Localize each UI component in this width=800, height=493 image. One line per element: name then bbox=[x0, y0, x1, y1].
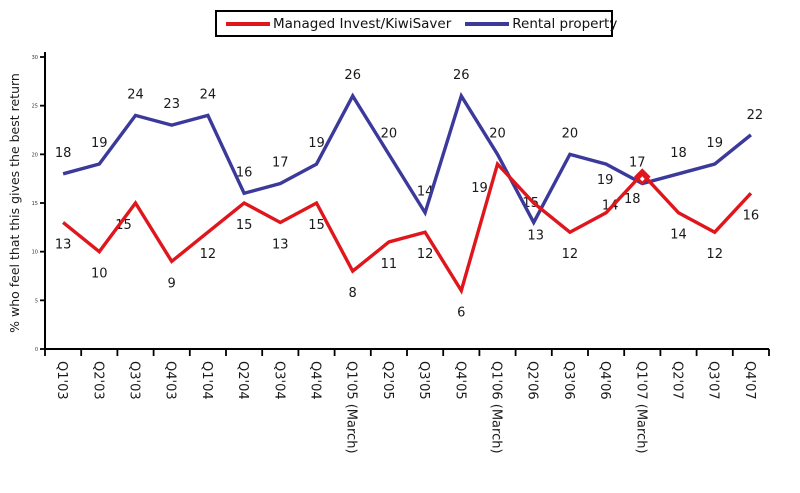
data-label: 14 bbox=[670, 228, 687, 243]
y-tick-label: 25 bbox=[32, 104, 38, 110]
y-tick-label: 0 bbox=[35, 347, 38, 353]
data-label: 19 bbox=[706, 136, 723, 151]
data-label: 15 bbox=[236, 218, 253, 233]
data-label: 18 bbox=[55, 146, 72, 161]
legend-swatch-rental-property bbox=[465, 21, 510, 26]
data-label: 23 bbox=[163, 97, 180, 112]
legend: Managed Invest/KiwiSaver Rental property bbox=[215, 10, 617, 37]
data-label: 19 bbox=[308, 136, 325, 151]
data-label: 18 bbox=[624, 192, 641, 207]
data-label: 26 bbox=[453, 68, 470, 83]
data-label: 6 bbox=[457, 306, 465, 321]
x-tick-label: Q3'07 bbox=[706, 361, 721, 400]
data-label: 17 bbox=[272, 156, 289, 171]
series-line-rental-property bbox=[62, 91, 752, 227]
data-label: 12 bbox=[417, 247, 434, 262]
crossover-diamond-marker bbox=[633, 168, 651, 186]
x-tick-label: Q2'07 bbox=[670, 361, 685, 400]
data-label: 24 bbox=[127, 87, 144, 102]
data-label: 20 bbox=[562, 126, 579, 141]
data-label: 13 bbox=[272, 237, 289, 252]
x-tick-label: Q1'05 (March) bbox=[344, 361, 359, 454]
x-tick-label: Q3'05 bbox=[416, 361, 431, 400]
data-label: 9 bbox=[168, 276, 176, 291]
x-tick-label: Q1'06 (March) bbox=[489, 361, 504, 454]
y-tick-label: 30 bbox=[32, 55, 38, 61]
data-label: 12 bbox=[200, 247, 217, 262]
data-label: 15 bbox=[115, 218, 132, 233]
data-label: 16 bbox=[236, 165, 253, 180]
data-label: 13 bbox=[527, 228, 544, 243]
data-label: 18 bbox=[670, 146, 687, 161]
x-tick-label: Q2'06 bbox=[525, 361, 540, 400]
x-tick-label: Q2'04 bbox=[235, 361, 250, 400]
x-tick-label: Q4'07 bbox=[742, 361, 757, 400]
data-label: 12 bbox=[706, 247, 723, 262]
data-label: 19 bbox=[91, 136, 108, 151]
x-tick-label: Q1'03 bbox=[54, 361, 69, 400]
x-tick-label: Q4'03 bbox=[163, 361, 178, 400]
legend-label-managed-invest: Managed Invest/KiwiSaver bbox=[273, 15, 452, 32]
y-tick-label: 20 bbox=[32, 152, 38, 158]
x-tick-label: Q2'03 bbox=[90, 361, 105, 400]
y-tick-label: 5 bbox=[35, 298, 38, 304]
data-label: 10 bbox=[91, 267, 108, 282]
data-label: 12 bbox=[562, 247, 579, 262]
legend-label-rental-property: Rental property bbox=[512, 15, 618, 32]
series-line-managed-invest-kiwisaver bbox=[62, 160, 753, 295]
y-tick-label: 10 bbox=[32, 250, 38, 256]
data-label: 11 bbox=[381, 257, 398, 272]
data-label: 22 bbox=[747, 108, 764, 123]
legend-swatch-managed-invest bbox=[226, 21, 270, 26]
x-tick-label: Q1'04 bbox=[199, 361, 214, 400]
x-tick-label: Q1'07 (March) bbox=[633, 361, 648, 454]
data-label: 17 bbox=[629, 156, 646, 171]
x-tick-label: Q4'05 bbox=[452, 361, 467, 400]
y-tick-label: 15 bbox=[32, 201, 38, 207]
data-label: 20 bbox=[381, 126, 398, 141]
x-tick-label: Q3'06 bbox=[561, 361, 576, 400]
data-label: 24 bbox=[200, 87, 217, 102]
data-label: 13 bbox=[55, 237, 72, 252]
data-label: 19 bbox=[597, 173, 614, 188]
data-label: 20 bbox=[489, 126, 506, 141]
x-tick-label: Q2'05 bbox=[380, 361, 395, 400]
data-label: 19 bbox=[471, 181, 488, 196]
data-label: 8 bbox=[349, 286, 357, 301]
x-tick-label: Q3'04 bbox=[271, 361, 286, 400]
data-label: 26 bbox=[344, 68, 361, 83]
data-label: 15 bbox=[308, 218, 325, 233]
x-tick-label: Q3'03 bbox=[127, 361, 142, 400]
x-tick-label: Q4'04 bbox=[308, 361, 323, 400]
x-tick-label: Q4'06 bbox=[597, 361, 612, 400]
data-label: 16 bbox=[743, 208, 760, 223]
